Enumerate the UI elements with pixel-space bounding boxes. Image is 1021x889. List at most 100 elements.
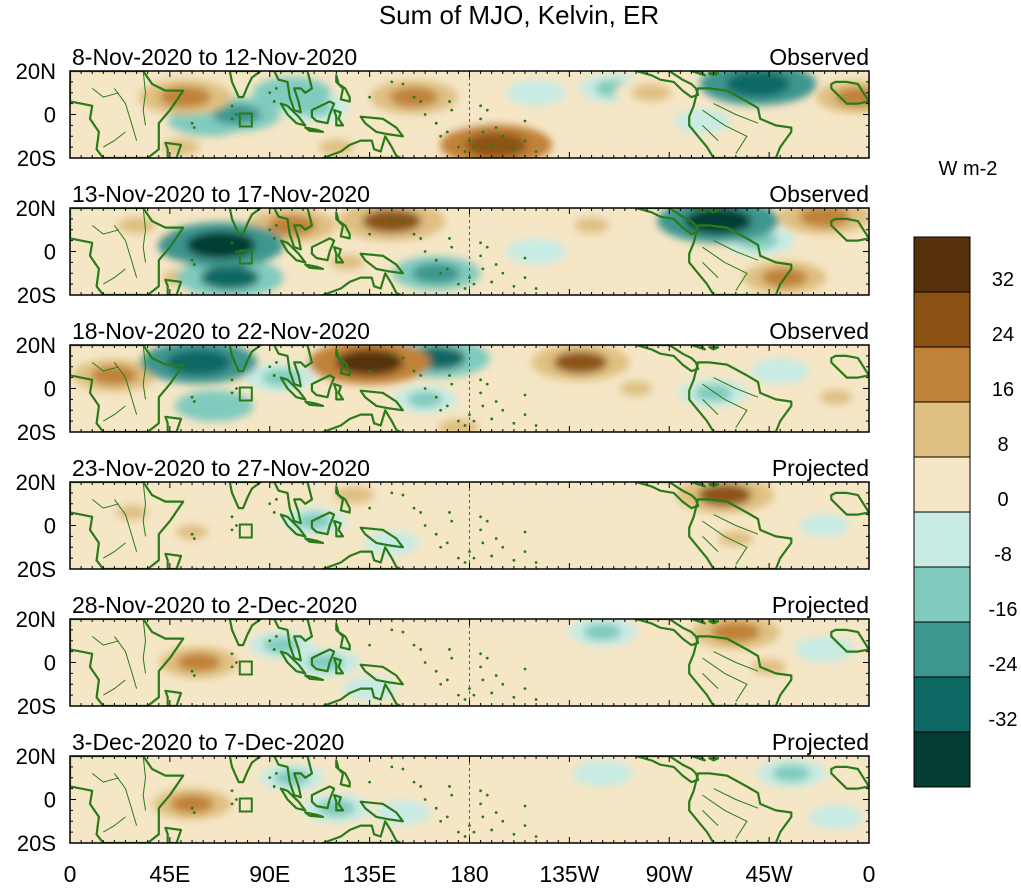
island-dot [479,104,482,108]
island-dot [434,806,438,810]
island-dot [235,113,238,116]
border-line [113,636,138,689]
island-dot [445,404,449,408]
island-dot [190,395,194,399]
island-dot [275,772,278,775]
panel-ticks [69,755,870,844]
anomaly-core [186,231,256,259]
island-dot [472,145,476,149]
coastline [359,800,404,823]
panel-3: 20N 0 20S 18-Nov-2020 to 22-Nov-2020 Observe… [16,318,870,445]
island-dot [390,80,394,84]
coastline [688,498,793,569]
anomaly-core [684,208,752,235]
island-dot [457,145,460,149]
island-dot [490,280,494,284]
coastline [335,622,351,651]
coastline [70,619,185,706]
island-dot [534,287,538,290]
y-tick-label: 20N [16,196,56,221]
y-tick-label: 0 [44,514,56,539]
island-dot [479,254,482,258]
island-dot [439,819,443,823]
island-dot [412,232,416,236]
panel-status: Projected [772,729,869,755]
y-tick-label: 20S [17,420,56,445]
island-dot [434,121,438,125]
y-tick-label: 20N [16,607,56,632]
island-dot [463,698,467,701]
island-dot [275,224,278,227]
coastline [634,482,700,510]
x-tick-label: 0 [64,861,77,887]
x-tick-label: 135E [343,861,397,887]
anomaly-core [115,504,149,521]
anomaly-core [573,217,610,234]
island-dot [463,561,467,564]
x-tick-label: 135W [539,861,599,887]
coastline [304,126,325,133]
coastline [70,208,185,295]
border-line [142,208,147,263]
coastline [279,513,307,538]
island-dot [423,250,427,253]
island-dot [479,378,482,382]
island-dot [481,130,485,134]
island-dot [501,682,505,686]
island-dot [481,404,485,408]
anomaly-core [329,254,366,271]
border-line [702,399,719,415]
border-line [702,125,719,141]
anomaly-core [694,384,733,402]
coastline [333,383,345,401]
island-dot [512,695,516,699]
coastline [359,526,404,549]
colorbar-label: -16 [989,599,1018,621]
coastline [228,619,262,647]
anomaly-core [697,484,752,507]
island-dot [472,693,476,697]
border-line [91,636,119,646]
coastline [335,485,351,514]
coastline [335,759,351,788]
panel-status: Observed [769,318,869,344]
island-dot [512,284,516,288]
colorbar-swatch [913,731,971,788]
island-dot [439,271,443,275]
island-dot [368,95,372,99]
coastline [164,415,183,432]
coastline [830,80,869,105]
panel-ticks [69,207,870,296]
coastline [70,482,185,569]
anomaly-core [598,648,629,664]
anomaly-core [687,113,718,129]
anomaly-core [799,208,851,228]
region-box [238,660,253,676]
border-line [702,520,748,565]
island-dot [235,524,238,527]
coastline [690,71,706,77]
island-dot [494,263,498,266]
border-line [702,109,748,154]
x-tick-label: 180 [450,861,488,887]
island-dot [512,147,516,151]
x-tick-label: 90E [249,861,290,887]
anomaly-core [820,809,851,825]
island-dot [448,237,451,240]
coastline [164,278,183,295]
island-dot [457,282,460,286]
coastline [304,263,325,270]
island-dot [523,804,527,808]
coastline [70,71,185,158]
border-line [91,88,119,98]
island-dot [468,276,471,279]
island-dot [468,413,471,416]
island-dot [457,830,460,834]
panel-status: Observed [769,44,869,70]
border-line [91,225,119,235]
island-dot [534,150,538,153]
coastline [321,409,402,432]
colorbar-swatch [913,346,971,403]
anomaly-core [465,774,496,790]
colorbar-label: 24 [992,324,1014,346]
